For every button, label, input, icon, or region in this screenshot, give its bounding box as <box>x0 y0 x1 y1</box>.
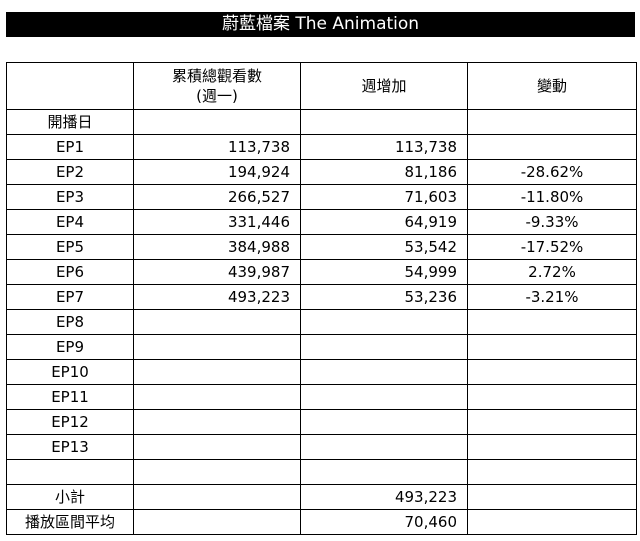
cumulative-cell <box>133 484 301 510</box>
row-label: EP8 <box>6 309 134 335</box>
cumulative-cell: 113,738 <box>133 134 301 160</box>
row-label: EP1 <box>6 134 134 160</box>
table-row: EP8 <box>6 309 637 335</box>
weekly-cell <box>300 334 468 360</box>
cumulative-cell <box>133 309 301 335</box>
header-blank <box>6 62 134 110</box>
cumulative-cell <box>133 359 301 385</box>
change-cell: -9.33% <box>467 209 637 235</box>
change-cell <box>467 509 637 535</box>
table-row: EP2 194,924 81,186 -28.62% <box>6 159 637 185</box>
table-row: EP9 <box>6 334 637 360</box>
table-row: EP5 384,988 53,542 -17.52% <box>6 234 637 260</box>
weekly-cell <box>300 109 468 135</box>
change-cell <box>467 409 637 435</box>
row-label: EP3 <box>6 184 134 210</box>
cumulative-cell <box>133 409 301 435</box>
change-cell <box>467 309 637 335</box>
table-row: EP7 493,223 53,236 -3.21% <box>6 284 637 310</box>
weekly-cell <box>300 359 468 385</box>
cumulative-cell: 493,223 <box>133 284 301 310</box>
change-cell <box>467 459 637 485</box>
change-cell <box>467 134 637 160</box>
table-body: 開播日 EP1 113,738 113,738 EP2 194,924 81,186 -28.… <box>6 109 637 535</box>
row-label: EP13 <box>6 434 134 460</box>
cumulative-cell <box>133 109 301 135</box>
table-row: EP13 <box>6 434 637 460</box>
row-label: EP10 <box>6 359 134 385</box>
row-label: EP2 <box>6 159 134 185</box>
row-label: EP4 <box>6 209 134 235</box>
row-label: EP11 <box>6 384 134 410</box>
cumulative-cell <box>133 384 301 410</box>
header-cumulative: 累積總觀看數 (週一) <box>133 62 301 110</box>
change-cell: 2.72% <box>467 259 637 285</box>
change-cell: -17.52% <box>467 234 637 260</box>
weekly-cell: 71,603 <box>300 184 468 210</box>
table-row: 小計 493,223 <box>6 484 637 510</box>
table-row: EP1 113,738 113,738 <box>6 134 637 160</box>
cumulative-cell <box>133 434 301 460</box>
weekly-cell <box>300 409 468 435</box>
change-cell <box>467 384 637 410</box>
header-cumulative-line1: 累積總觀看數 <box>171 67 262 85</box>
weekly-cell: 81,186 <box>300 159 468 185</box>
row-label: EP12 <box>6 409 134 435</box>
change-cell <box>467 434 637 460</box>
row-label: EP7 <box>6 284 134 310</box>
weekly-cell: 493,223 <box>300 484 468 510</box>
cumulative-cell: 331,446 <box>133 209 301 235</box>
header-weekly: 週增加 <box>300 62 468 110</box>
sheet-title: 蔚藍檔案 The Animation <box>6 12 635 37</box>
cumulative-cell <box>133 334 301 360</box>
change-cell <box>467 484 637 510</box>
table-row: EP11 <box>6 384 637 410</box>
table-row: EP10 <box>6 359 637 385</box>
table-row <box>6 459 637 485</box>
weekly-cell: 53,236 <box>300 284 468 310</box>
table-row: EP12 <box>6 409 637 435</box>
change-cell <box>467 109 637 135</box>
viewership-table: 累積總觀看數 (週一) 週增加 變動 開播日 EP1 113,738 113,738 E… <box>6 62 637 535</box>
table-row: 開播日 <box>6 109 637 135</box>
cumulative-cell <box>133 459 301 485</box>
row-label: EP6 <box>6 259 134 285</box>
weekly-cell: 70,460 <box>300 509 468 535</box>
weekly-cell <box>300 459 468 485</box>
weekly-cell: 64,919 <box>300 209 468 235</box>
cumulative-cell: 194,924 <box>133 159 301 185</box>
table-row: EP6 439,987 54,999 2.72% <box>6 259 637 285</box>
row-label: 開播日 <box>6 109 134 135</box>
row-label: EP5 <box>6 234 134 260</box>
weekly-cell: 53,542 <box>300 234 468 260</box>
change-cell: -11.80% <box>467 184 637 210</box>
row-label: 小計 <box>6 484 134 510</box>
change-cell: -3.21% <box>467 284 637 310</box>
table-row: 播放區間平均 70,460 <box>6 509 637 535</box>
weekly-cell: 54,999 <box>300 259 468 285</box>
header-change: 變動 <box>467 62 637 110</box>
change-cell <box>467 359 637 385</box>
cumulative-cell <box>133 509 301 535</box>
cumulative-cell: 384,988 <box>133 234 301 260</box>
weekly-cell <box>300 384 468 410</box>
cumulative-cell: 439,987 <box>133 259 301 285</box>
change-cell: -28.62% <box>467 159 637 185</box>
row-label: EP9 <box>6 334 134 360</box>
table-header-row: 累積總觀看數 (週一) 週增加 變動 <box>6 62 637 110</box>
table-row: EP3 266,527 71,603 -11.80% <box>6 184 637 210</box>
row-label <box>6 459 134 485</box>
weekly-cell <box>300 434 468 460</box>
weekly-cell: 113,738 <box>300 134 468 160</box>
weekly-cell <box>300 309 468 335</box>
header-cumulative-line2: (週一) <box>196 87 238 105</box>
table-row: EP4 331,446 64,919 -9.33% <box>6 209 637 235</box>
row-label: 播放區間平均 <box>6 509 134 535</box>
cumulative-cell: 266,527 <box>133 184 301 210</box>
change-cell <box>467 334 637 360</box>
